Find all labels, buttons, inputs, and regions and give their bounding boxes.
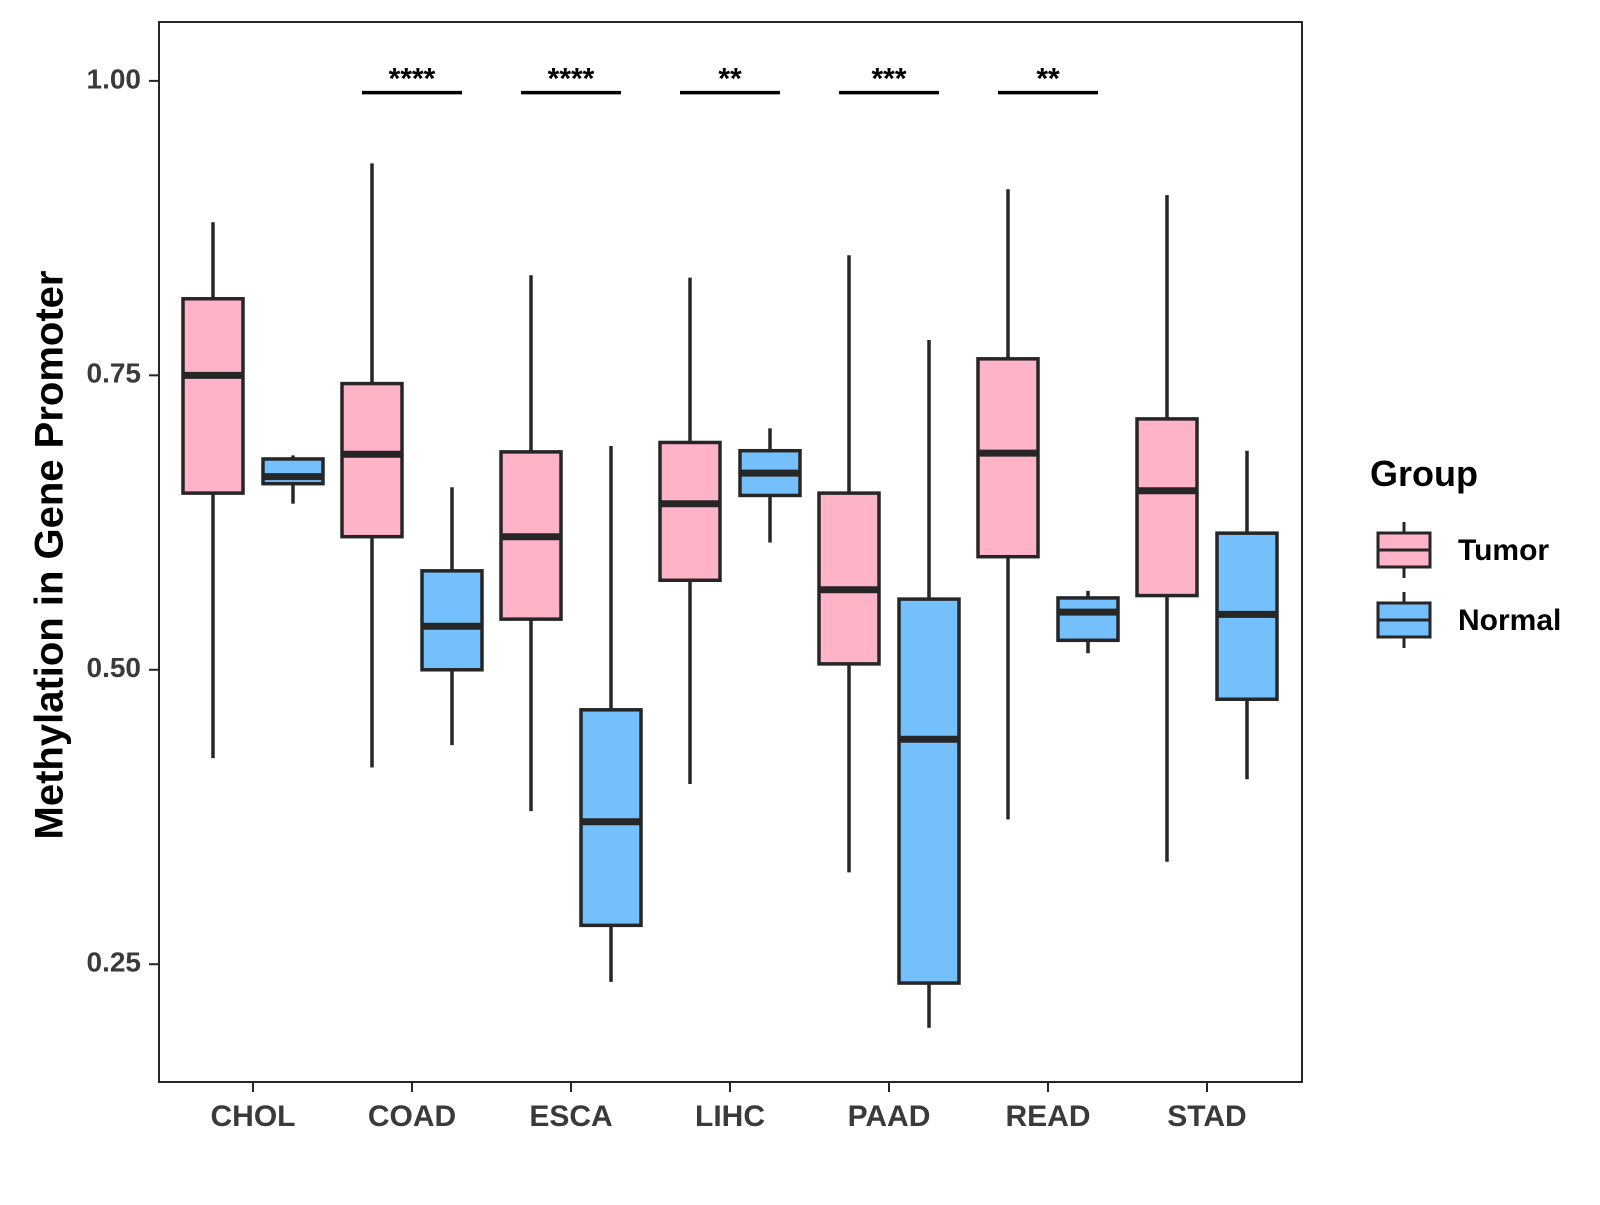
box-normal-read [1056,590,1120,654]
box-tumor-paad [817,255,881,873]
y-axis-title: Methylation in Gene Promoter [28,271,72,840]
significance-label: **** [389,63,436,96]
x-tick-label: PAAD [848,1100,931,1133]
box-body [420,569,484,672]
box-normal-coad [420,487,484,746]
x-tick-label: LIHC [695,1100,765,1133]
x-tick-label: STAD [1167,1100,1246,1133]
box-body [897,597,961,985]
significance-label: **** [548,63,595,96]
legend-key-normal [1376,592,1432,648]
box-body [340,381,404,539]
x-tick-label: READ [1005,1100,1090,1133]
legend-label-normal: Normal [1458,604,1561,637]
box-normal-paad [897,340,961,1028]
x-tick-label: ESCA [529,1100,612,1133]
box-tumor-esca [499,275,563,812]
y-tick-label: 1.00 [87,63,142,94]
legend-label-tumor: Tumor [1458,534,1549,567]
y-tick-label: 0.25 [87,947,142,978]
box-tumor-stad [1135,195,1199,862]
box-body [1135,417,1199,598]
box-body [976,357,1040,559]
box-body [1056,596,1120,643]
box-normal-chol [261,455,325,504]
y-tick-label: 0.50 [87,652,142,683]
legend: Group Tumor Normal [1370,453,1561,648]
box-tumor-read [976,189,1040,820]
box-body [817,491,881,666]
legend-title: Group [1370,453,1478,494]
x-tick-label: CHOL [211,1100,296,1133]
legend-key-tumor [1376,522,1432,578]
box-body [579,708,643,928]
box-normal-stad [1215,450,1279,780]
y-tick-label: 0.75 [87,358,142,389]
box-tumor-lihc [658,277,722,785]
box-tumor-chol [181,222,245,759]
box-normal-esca [579,446,643,982]
box-body [658,440,722,583]
box-tumor-coad [340,163,404,768]
significance-label: ** [1036,63,1060,96]
box-normal-lihc [738,428,802,543]
x-tick-label: COAD [368,1100,456,1133]
significance-label: ** [718,63,742,96]
significance-label: *** [871,63,906,96]
box-body [181,297,245,495]
plot-panel-border [158,21,1303,1083]
